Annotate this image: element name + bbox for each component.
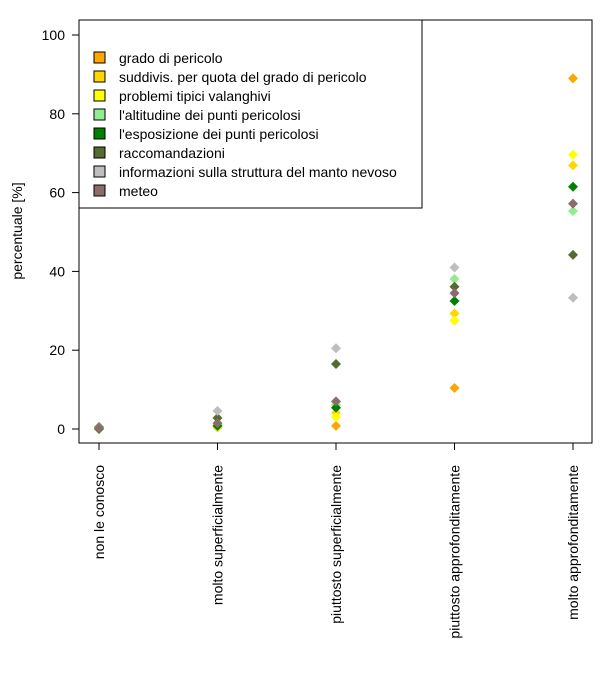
data-point-l-esposizione-dei-punti-pericolosi-4 xyxy=(568,181,578,192)
legend-swatch xyxy=(93,108,106,121)
legend-label: informazioni sulla struttura del manto n… xyxy=(119,164,397,180)
data-point-meteo-3 xyxy=(449,288,460,299)
y-tick-label: 60 xyxy=(49,185,65,201)
legend-label: l'esposizione dei punti pericolosi xyxy=(119,126,319,142)
legend-swatch xyxy=(93,146,106,159)
data-point-meteo-4 xyxy=(568,198,578,209)
legend-swatch xyxy=(93,184,106,197)
legend: grado di pericolo suddivis. per quota del… xyxy=(78,19,423,209)
x-tick-label: non le conosco xyxy=(91,465,107,559)
data-point-l-esposizione-dei-punti-pericolosi-2 xyxy=(331,402,341,413)
data-point-meteo-2 xyxy=(331,396,341,407)
legend-label: meteo xyxy=(119,183,158,199)
legend-swatch xyxy=(93,89,106,102)
data-point-meteo-1 xyxy=(212,418,223,429)
x-tick-label: piuttosto superficialmente xyxy=(328,465,344,624)
y-tick-label: 100 xyxy=(42,27,66,43)
data-point-suddivis-per-quota-del-grado-di-pericolo-3 xyxy=(449,308,460,319)
data-point-informazioni-sulla-struttura-del-manto-nevoso-2 xyxy=(331,343,341,354)
data-point-raccomandazioni-3 xyxy=(449,281,460,292)
data-point-l-esposizione-dei-punti-pericolosi-3 xyxy=(449,295,460,306)
legend-label: grado di pericolo xyxy=(119,50,223,66)
legend-swatch xyxy=(93,165,106,178)
x-tick-label: molto superficialmente xyxy=(210,465,226,605)
y-tick-label: 80 xyxy=(49,106,65,122)
x-axis: non le conosco molto superficialmente piut… xyxy=(91,443,581,639)
legend-swatch xyxy=(93,127,106,140)
data-point-raccomandazioni-2 xyxy=(331,358,341,369)
legend-label: l'altitudine dei punti pericolosi xyxy=(119,107,301,123)
legend-label: raccomandazioni xyxy=(119,145,225,161)
data-point-grado-di-pericolo-2 xyxy=(331,420,341,431)
legend-box xyxy=(78,19,423,209)
legend-swatch xyxy=(93,70,106,83)
data-point-raccomandazioni-4 xyxy=(568,249,578,260)
data-point-informazioni-sulla-struttura-del-manto-nevoso-4 xyxy=(568,292,578,303)
y-tick-label: 0 xyxy=(57,421,65,437)
x-tick-label: molto approfonditamente xyxy=(565,465,581,620)
data-point-suddivis-per-quota-del-grado-di-pericolo-4 xyxy=(568,160,578,171)
data-points xyxy=(94,73,578,434)
y-axis: 0 20 40 60 80 100 xyxy=(42,27,79,437)
data-point-problemi-tipici-valanghivi-3 xyxy=(449,315,460,326)
data-point-problemi-tipici-valanghivi-2 xyxy=(331,412,341,423)
legend-label: suddivis. per quota del grado di pericol… xyxy=(119,69,367,85)
data-point-informazioni-sulla-struttura-del-manto-nevoso-1 xyxy=(212,405,223,416)
y-tick-label: 40 xyxy=(49,263,65,279)
x-tick-label: piuttosto approfonditamente xyxy=(447,465,463,639)
data-point-meteo-0 xyxy=(94,423,104,434)
data-point-problemi-tipici-valanghivi-4 xyxy=(568,149,578,160)
data-point-grado-di-pericolo-3 xyxy=(449,383,460,394)
y-axis-title: percentuale [%] xyxy=(9,182,25,279)
data-point-l-altitudine-dei-punti-pericolosi-3 xyxy=(449,273,460,284)
legend-swatch xyxy=(93,51,106,64)
data-point-l-altitudine-dei-punti-pericolosi-4 xyxy=(568,206,578,217)
data-point-raccomandazioni-1 xyxy=(212,412,223,423)
data-point-informazioni-sulla-struttura-del-manto-nevoso-3 xyxy=(449,262,460,273)
data-point-grado-di-pericolo-4 xyxy=(568,73,578,84)
legend-label: problemi tipici valanghivi xyxy=(119,88,271,104)
y-tick-label: 20 xyxy=(49,342,65,358)
